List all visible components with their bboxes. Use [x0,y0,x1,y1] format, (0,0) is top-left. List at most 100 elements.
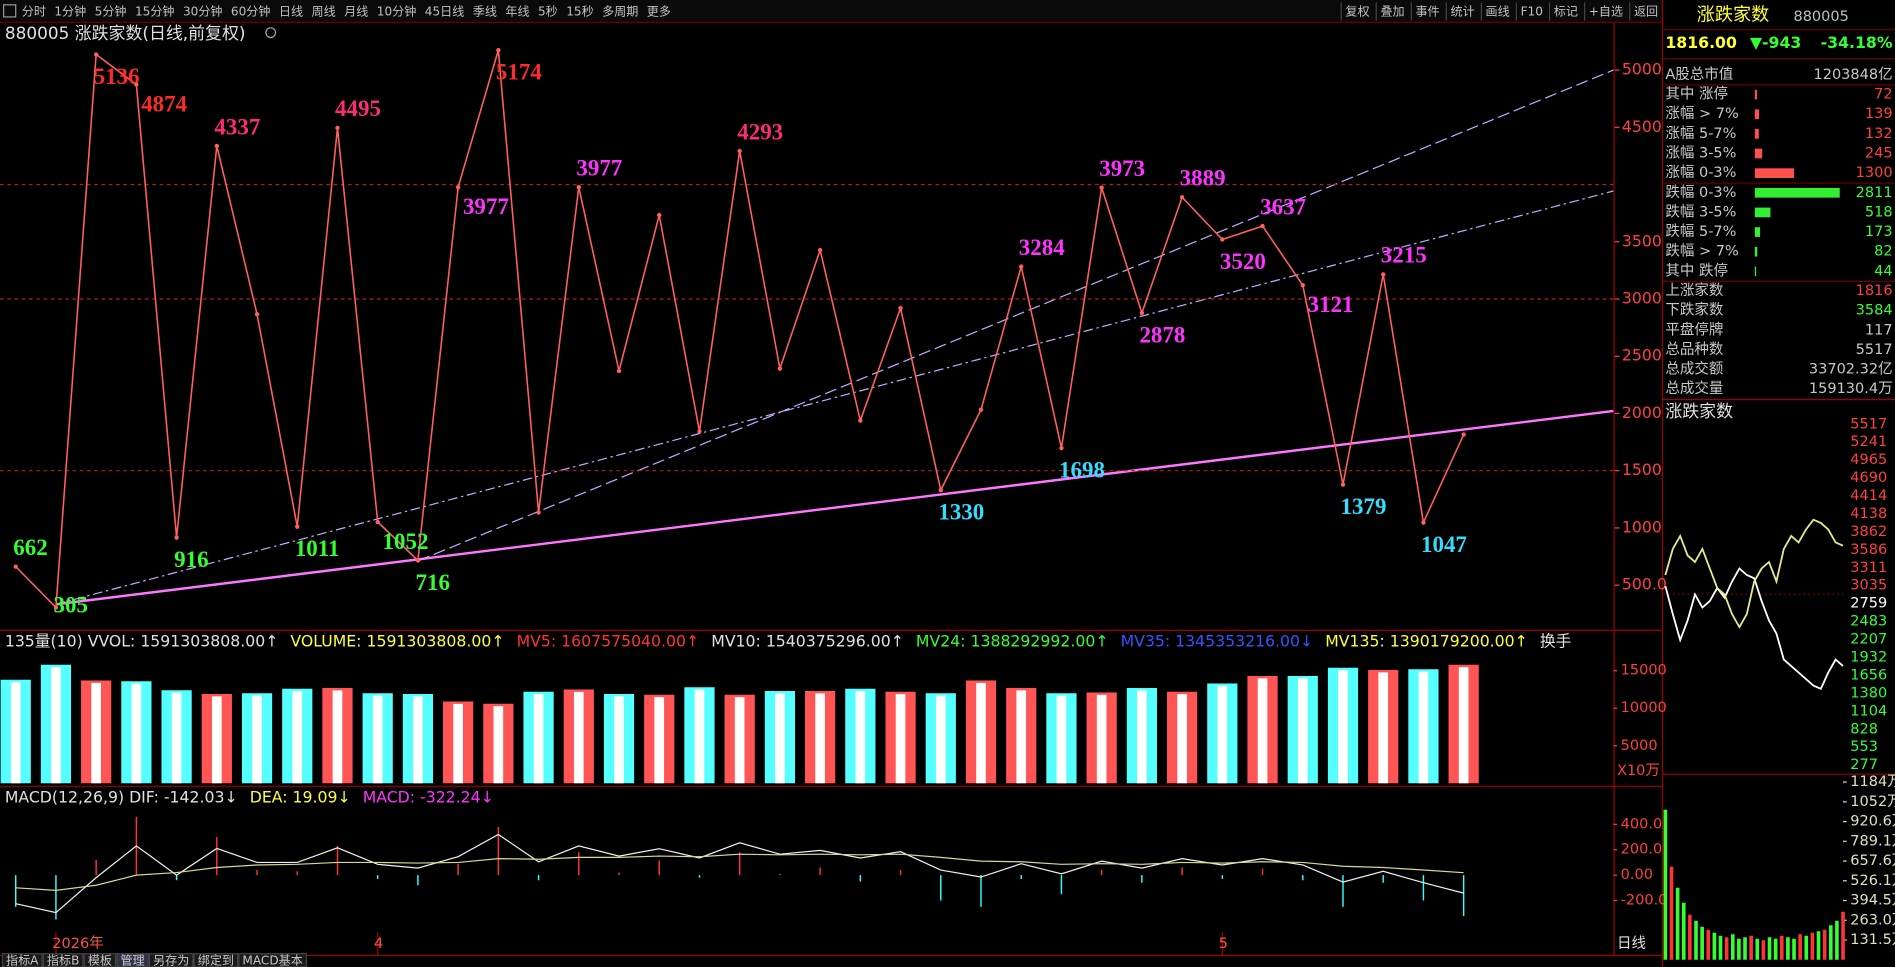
row-value: 245 [1865,146,1893,162]
volume-bar-highlight [533,694,544,784]
toolbar-button[interactable]: 30分钟 [183,4,223,19]
toolbar-button[interactable]: 5秒 [538,5,558,19]
point [415,558,421,563]
row-bar [1754,187,1840,198]
toolbar-button[interactable]: 60分钟 [231,4,271,19]
intraday-volume-bar [1718,935,1723,960]
volume-bar-highlight [372,695,383,784]
y-tick-label: 1380 [1850,685,1887,701]
toolbar-button[interactable]: 45日线 [425,5,465,19]
bottom-tab[interactable]: 指标A [6,952,39,967]
toolbar-button[interactable]: 分时 [22,5,46,19]
toolbar-button[interactable]: +自选 [1589,5,1623,19]
volume-bar-highlight [10,682,21,784]
row-bar [1754,168,1795,178]
volume-bar-highlight [734,697,745,784]
toolbar-button[interactable]: 日线 [279,5,303,19]
toolbar-button[interactable]: 5分钟 [95,4,127,19]
point [295,524,300,529]
toolbar-button[interactable]: F10 [1521,5,1543,19]
volume-bar-highlight [775,693,785,784]
toolbar-button[interactable]: 叠加 [1380,5,1404,19]
value-label: 4293 [737,119,783,144]
x-tick-label: 5 [1219,936,1228,952]
volume-bar-highlight [976,682,986,784]
tab-bg[interactable] [83,953,117,967]
y-tick-label: 920.6万 [1850,814,1895,830]
tab-bg[interactable] [148,953,194,967]
row-value: 1816 [1856,283,1893,299]
bottom-tab[interactable]: MACD基本 [242,953,302,967]
point [134,82,139,87]
row-label: 涨幅 3-5% [1665,145,1736,162]
toolbar-button[interactable]: 10分钟 [377,4,417,19]
y-tick-label: 2483 [1850,614,1887,630]
intraday-volume-bar [1792,938,1796,960]
value-label: 3637 [1260,194,1306,219]
point [1421,520,1426,525]
row-value: 33702.32亿 [1809,361,1893,378]
toolbar-button[interactable]: 返回 [1634,5,1658,19]
intraday-volume-bar [1786,937,1790,960]
bottom-tab[interactable]: 管理 [120,952,144,967]
point [1019,264,1024,269]
toolbar-button[interactable]: 复权 [1345,5,1369,19]
bottom-tab[interactable]: 模板 [88,953,112,967]
y-tick-label: 0.00 [1621,867,1653,883]
intraday-volume-bar [1706,929,1711,960]
y-tick-label: 2759 [1850,596,1887,612]
y-tick-label: 3311 [1850,560,1887,576]
value-label: 4495 [335,96,381,121]
point [576,184,581,190]
tab-bg[interactable] [193,953,239,967]
bottom-tab[interactable]: 指标B [47,952,79,967]
intraday-volume-bar [1841,911,1845,960]
toolbar-button[interactable]: 周线 [312,5,336,19]
bottom-tab[interactable]: 绑定到 [198,952,234,967]
toolbar-button[interactable]: 1分钟 [54,4,86,19]
mini-chart-title: 涨跌家数 [1665,401,1733,421]
row-value: 3584 [1856,303,1893,319]
tab-bg[interactable] [42,953,84,967]
row-label: 总成交额 [1665,360,1723,378]
toolbar-button[interactable]: 15秒 [566,5,593,19]
row-value: 5517 [1856,342,1893,358]
dea-line [15,853,1464,891]
y-tick-label: 526.1万 [1850,873,1895,889]
bottom-tab[interactable]: 另存为 [153,953,189,967]
toolbar-button[interactable]: 15分钟 [135,4,175,19]
toolbar-button[interactable]: 月线 [344,5,368,19]
toolbar-button[interactable]: 季线 [473,5,497,19]
toolbar-button[interactable]: 年线 [505,5,529,19]
value-label: 3284 [1019,235,1065,260]
menu-icon[interactable] [3,4,17,18]
toolbar-button[interactable]: 画线 [1486,5,1510,19]
toolbar-button[interactable]: 多周期 [602,5,638,19]
indicator-label: MV35: 1345353216.00↓ [1121,631,1314,650]
toolbar-button[interactable]: 事件 [1415,5,1439,19]
toolbar-button[interactable]: 标记 [1554,5,1578,19]
tab-bg[interactable] [116,953,149,967]
row-label: 总成交量 [1665,379,1723,397]
indicator-label: MACD(12,26,9) DIF: -142.03↓ [5,787,238,806]
intraday-volume-bar [1755,938,1760,960]
indicator-label: MV10: 1540375296.00↑ [711,631,904,650]
row-value: 132 [1865,126,1893,142]
row-bar [1754,109,1760,120]
row-bar [1754,227,1761,237]
volume-bar-highlight [1217,685,1228,784]
settings-icon[interactable] [265,27,277,39]
tab-bg[interactable] [238,953,308,967]
row-bar [1754,148,1763,159]
y-tick-label: 828 [1850,721,1878,737]
toolbar-button[interactable]: 统计 [1451,5,1475,19]
intraday-volume-bar [1773,938,1778,960]
row-label: 跌幅 0-3% [1665,184,1736,201]
toolbar-button[interactable]: 更多 [647,5,671,19]
indicator-label: MV135: 1390179200.00↑ [1325,631,1528,650]
tab-bg[interactable] [1,953,43,967]
row-label: 其中 跌停 [1665,262,1728,279]
trend-line [55,409,1614,606]
